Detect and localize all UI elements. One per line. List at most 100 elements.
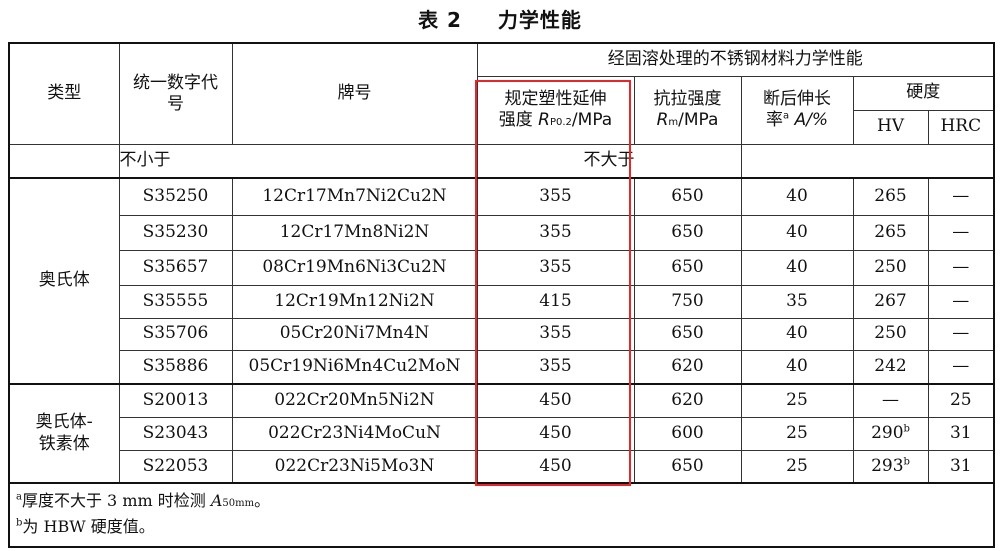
header-not-less: 不小于 [118, 143, 478, 179]
elongation-cell: 40 [740, 349, 854, 385]
rp-cell: 450 [476, 416, 635, 451]
grade-cell: 12Cr17Mn7Ni2Cu2N [231, 177, 478, 216]
code-cell: S35706 [118, 317, 233, 351]
rp-cell: 355 [476, 177, 635, 216]
rp-cell: 355 [476, 214, 635, 251]
rm-cell: 650 [633, 317, 742, 351]
hrc-cell: — [927, 177, 995, 216]
rp-cell: 355 [476, 249, 635, 286]
hv-cell: 267 [852, 284, 929, 319]
table-title: 表 2 力学性能 [0, 4, 1000, 33]
header-hrc: HRC [927, 109, 995, 145]
footnote-a-mark: a [16, 491, 22, 503]
rm-cell: 650 [633, 249, 742, 286]
elongation-cell: 25 [740, 416, 854, 451]
grade-cell: 12Cr17Mn8Ni2N [231, 214, 478, 251]
hv-value: — [882, 390, 899, 411]
rm-cell: 650 [633, 177, 742, 216]
hv-footnote-mark: b [903, 423, 910, 435]
rp-cell: 415 [476, 284, 635, 319]
hv-value: 290 [871, 422, 904, 443]
code-cell: S35250 [118, 177, 233, 216]
table-row: S22053 022Cr23Ni5Mo3N 450 650 25 293b 31 [9, 449, 995, 484]
type-cell: 奥氏体 [8, 177, 120, 385]
elongation-cell: 25 [740, 449, 854, 484]
footnote-a-sub: 50mm [222, 498, 255, 509]
hv-value: 267 [874, 290, 907, 311]
hv-cell: 265 [852, 214, 929, 251]
hrc-cell: 31 [927, 416, 995, 451]
type-text: 奥氏体-铁素体 [35, 412, 93, 454]
hrc-cell: — [927, 214, 995, 251]
header-hv: HV [852, 109, 929, 145]
hrc-cell: 31 [927, 449, 995, 484]
footnote-b: b为 HBW 硬度值。 [16, 514, 987, 540]
code-cell: S35657 [118, 249, 233, 286]
rm-cell: 650 [633, 449, 742, 484]
footnotes: a厚度不大于 3 mm 时检测 A50mm。 b为 HBW 硬度值。 [8, 482, 995, 548]
rm-symbol: R [656, 110, 669, 130]
grade-cell: 12Cr19Mn12Ni2N [231, 284, 478, 319]
rp-cell: 355 [476, 317, 635, 351]
grade-cell: 08Cr19Mn6Ni3Cu2N [231, 249, 478, 286]
rm-cell: 650 [633, 214, 742, 251]
table-row: S35706 05Cr20Ni7Mn4N 355 650 40 250 — [9, 317, 995, 351]
hv-value: 293 [871, 455, 904, 476]
footnote-b-mark: b [16, 517, 23, 529]
hv-value: 265 [874, 186, 907, 207]
grade-cell: 05Cr20Ni7Mn4N [231, 317, 478, 351]
hrc-cell: — [927, 349, 995, 385]
code-cell: S22053 [118, 449, 233, 484]
rm-cell: 620 [633, 383, 742, 418]
hv-value: 265 [874, 221, 907, 242]
hrc-cell: — [927, 249, 995, 286]
header-spacer [8, 143, 120, 179]
a-unit: A/% [794, 110, 829, 130]
grade-cell: 022Cr20Mn5Ni2N [231, 383, 478, 418]
hv-footnote-mark: b [903, 455, 910, 467]
hv-cell: 265 [852, 177, 929, 216]
elongation-cell: 40 [740, 214, 854, 251]
rp-cell: 450 [476, 449, 635, 484]
header-hardness: 硬度 [852, 75, 995, 111]
elongation-cell: 25 [740, 383, 854, 418]
hv-value: 250 [874, 256, 907, 277]
type-text: 奥氏体 [38, 270, 90, 291]
hrc-cell: — [927, 317, 995, 351]
header-elongation: 断后伸长 率a A/% [740, 75, 854, 145]
hv-cell: 293b [852, 449, 929, 484]
table-name: 力学性能 [497, 8, 582, 32]
code-cell: S23043 [118, 416, 233, 451]
a-label-2: 率 [765, 110, 783, 130]
hrc-cell: 25 [927, 383, 995, 418]
code-cell: S35886 [118, 349, 233, 385]
elongation-cell: 40 [740, 249, 854, 286]
rm-sub: m [668, 117, 679, 128]
rm-unit: /MPa [678, 110, 719, 130]
header-group: 经固溶处理的不锈钢材料力学性能 [476, 42, 995, 77]
code-cell: S35230 [118, 214, 233, 251]
hv-value: 242 [874, 356, 907, 377]
footnote-a-end: 。 [254, 491, 271, 510]
grade-cell: 022Cr23Ni5Mo3N [231, 449, 478, 484]
a-label-1: 断后伸长 [763, 88, 831, 109]
a-footnote-mark: a [782, 110, 790, 122]
hv-cell: 242 [852, 349, 929, 385]
footnote-a: a厚度不大于 3 mm 时检测 A50mm。 [16, 488, 987, 514]
rm-label: 抗拉强度 [653, 88, 722, 109]
header-not-more: 不大于 [476, 143, 742, 179]
rp-sub: P0.2 [549, 117, 572, 128]
table-row: S35657 08Cr19Mn6Ni3Cu2N 355 650 40 250 — [9, 249, 995, 286]
hv-cell: 290b [852, 416, 929, 451]
type-cell: 奥氏体-铁素体 [8, 383, 120, 484]
table-row: 奥氏体-铁素体 S20013 022Cr20Mn5Ni2N 450 620 25—25 [8, 383, 995, 484]
grade-cell: 022Cr23Ni4MoCuN [231, 416, 478, 451]
table-number: 表 2 [418, 8, 462, 32]
rp-label-1: 规定塑性延伸 [504, 88, 607, 109]
elongation-cell: 40 [740, 317, 854, 351]
rp-label-2: 强度 [498, 110, 533, 130]
rp-cell: 450 [476, 383, 635, 418]
hv-value: 250 [874, 323, 907, 344]
footnote-a-text: 厚度不大于 3 mm 时检测 [21, 491, 211, 510]
rp-unit: /MPa [571, 110, 613, 130]
